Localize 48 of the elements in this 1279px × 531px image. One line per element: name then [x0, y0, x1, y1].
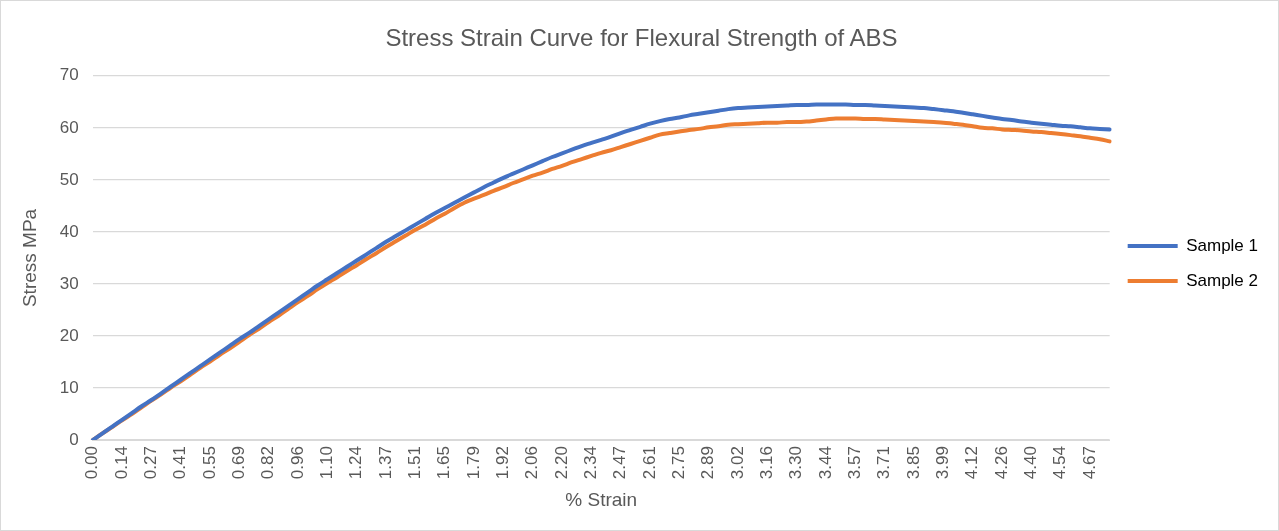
y-tick-label: 60	[59, 117, 79, 137]
x-tick-label: 2.75	[669, 446, 689, 480]
x-tick-label: 4.40	[1021, 446, 1041, 480]
x-tick-label: 1.65	[434, 446, 454, 480]
x-tick-label: 3.99	[933, 446, 953, 480]
x-tick-label: 0.55	[199, 446, 219, 480]
x-tick-label: 1.92	[493, 446, 513, 480]
x-tick-label: 2.47	[610, 446, 630, 480]
y-tick-label: 70	[59, 65, 79, 85]
x-tick-label: 0.41	[170, 446, 190, 480]
x-tick-label: 1.24	[346, 446, 366, 480]
x-tick-label: 0.69	[229, 446, 249, 480]
x-tick-label: 4.67	[1079, 446, 1099, 480]
y-tick-label: 30	[59, 273, 79, 293]
legend-label: Sample 2	[1186, 270, 1259, 290]
x-tick-label: 4.12	[962, 446, 982, 480]
chart-title: Stress Strain Curve for Flexural Strength of ABS	[385, 24, 898, 52]
y-tick-label: 50	[59, 169, 79, 189]
x-tick-label: 0.96	[287, 446, 307, 480]
x-tick-label: 1.10	[317, 446, 337, 480]
x-tick-label: 0.14	[111, 446, 131, 480]
x-tick-label: 2.06	[522, 446, 542, 480]
y-tick-label: 10	[59, 377, 79, 397]
x-axis-title: % Strain	[565, 488, 638, 510]
x-tick-label: 3.02	[727, 446, 747, 480]
y-axis-title: Stress MPa	[18, 208, 40, 308]
x-tick-label: 1.51	[405, 446, 425, 480]
y-tick-label: 0	[69, 429, 79, 449]
x-tick-label: 0.82	[258, 446, 278, 480]
x-tick-label: 2.61	[639, 446, 659, 480]
x-tick-label: 1.79	[463, 446, 483, 480]
x-tick-label: 4.26	[991, 446, 1011, 480]
x-tick-label: 2.89	[698, 446, 718, 480]
x-tick-label: 0.27	[141, 446, 161, 480]
x-tick-label: 3.16	[757, 446, 777, 480]
x-tick-label: 3.57	[845, 446, 865, 480]
x-tick-label: 3.71	[874, 446, 894, 480]
x-tick-label: 0.00	[82, 446, 102, 480]
x-tick-label: 3.44	[815, 446, 835, 480]
x-tick-label: 2.20	[551, 446, 571, 480]
y-tick-label: 20	[59, 325, 79, 345]
x-tick-label: 1.37	[375, 446, 395, 480]
x-tick-label: 3.30	[786, 446, 806, 480]
y-tick-label: 40	[59, 221, 79, 241]
x-tick-label: 2.34	[581, 446, 601, 480]
x-tick-label: 4.54	[1050, 446, 1070, 480]
x-tick-label: 3.85	[903, 446, 923, 480]
legend-label: Sample 1	[1186, 235, 1259, 255]
